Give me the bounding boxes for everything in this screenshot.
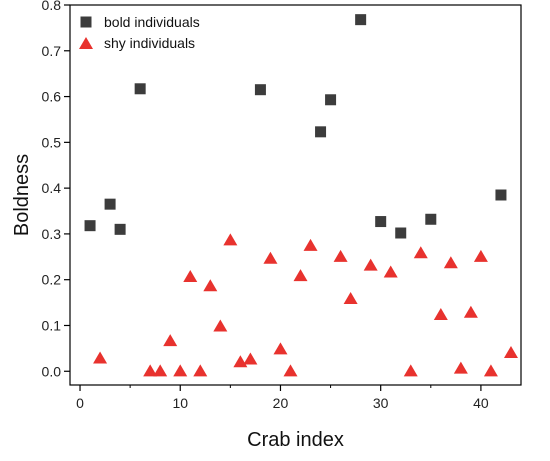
x-axis-label: Crab index	[247, 429, 344, 451]
plot-frame	[69, 4, 522, 386]
shy-data-point	[403, 364, 418, 377]
x-tick-label: 10	[172, 395, 188, 411]
shy-data-point	[443, 256, 458, 269]
y-axis: 0.0 0.1 0.2 0.3 0.4 0.5 0.6 0.7 0.8	[42, 0, 70, 379]
shy-data-point	[143, 364, 158, 377]
bold-data-point	[104, 198, 116, 210]
legend: bold individuals shy individuals	[79, 14, 200, 51]
shy-data-point	[163, 334, 178, 347]
shy-data-point	[463, 305, 478, 318]
shy-data-point	[193, 364, 208, 377]
y-tick-label: 0.5	[42, 134, 62, 150]
y-tick-label: 0.2	[42, 272, 62, 288]
shy-data-point	[173, 364, 188, 377]
bold-data-point	[254, 84, 266, 96]
bold-data-point	[84, 220, 96, 232]
bold-data-point	[134, 83, 146, 95]
shy-data-point	[303, 238, 318, 251]
bold-data-point	[495, 189, 507, 201]
y-tick-label: 0.3	[42, 226, 62, 242]
shy-data-point	[153, 364, 168, 377]
y-tick-label: 0.7	[42, 43, 62, 59]
shy-data-point	[413, 246, 428, 259]
data-points	[84, 14, 518, 377]
bold-data-point	[114, 223, 126, 235]
plot-area	[69, 4, 522, 386]
x-tick-label: 0	[76, 395, 84, 411]
shy-data-point	[283, 364, 298, 377]
shy-data-point	[233, 355, 248, 368]
shy-data-point	[213, 319, 228, 332]
y-tick-label: 0.6	[42, 89, 62, 105]
legend-marker-bold	[80, 16, 92, 28]
shy-data-point	[293, 269, 308, 282]
shy-data-point	[243, 352, 258, 365]
legend-entry: bold individuals	[104, 14, 200, 30]
bold-data-point	[425, 213, 437, 225]
shy-data-point	[183, 270, 198, 283]
shy-data-point	[333, 249, 348, 262]
y-tick-label: 0.4	[42, 180, 62, 196]
bold-data-point	[325, 94, 337, 106]
shy-data-point	[263, 251, 278, 264]
y-tick-label: 0.8	[42, 0, 62, 13]
bold-data-point	[375, 216, 387, 228]
shy-data-point	[203, 279, 218, 292]
y-tick-label: 0.1	[42, 317, 62, 333]
x-tick-label: 40	[473, 395, 489, 411]
shy-data-point	[473, 249, 488, 262]
y-tick-label: 0.0	[42, 363, 62, 379]
legend-marker-shy	[79, 37, 93, 49]
shy-data-point	[433, 308, 448, 321]
bold-data-point	[355, 14, 367, 26]
shy-data-point	[343, 292, 358, 305]
x-tick-label: 20	[273, 395, 289, 411]
shy-data-point	[383, 265, 398, 278]
shy-data-point	[223, 233, 238, 246]
shy-data-point	[483, 364, 498, 377]
shy-data-point	[453, 361, 468, 374]
shy-data-point	[363, 258, 378, 271]
shy-data-point	[503, 346, 518, 359]
x-axis: 0 10 20 30 40	[76, 385, 489, 411]
shy-data-point	[93, 351, 108, 364]
bold-data-point	[395, 227, 407, 239]
x-tick-label: 30	[373, 395, 389, 411]
y-axis-label: Boldness	[11, 154, 33, 236]
legend-entry: shy individuals	[104, 35, 195, 51]
shy-data-point	[273, 342, 288, 355]
bold-data-point	[315, 126, 327, 138]
